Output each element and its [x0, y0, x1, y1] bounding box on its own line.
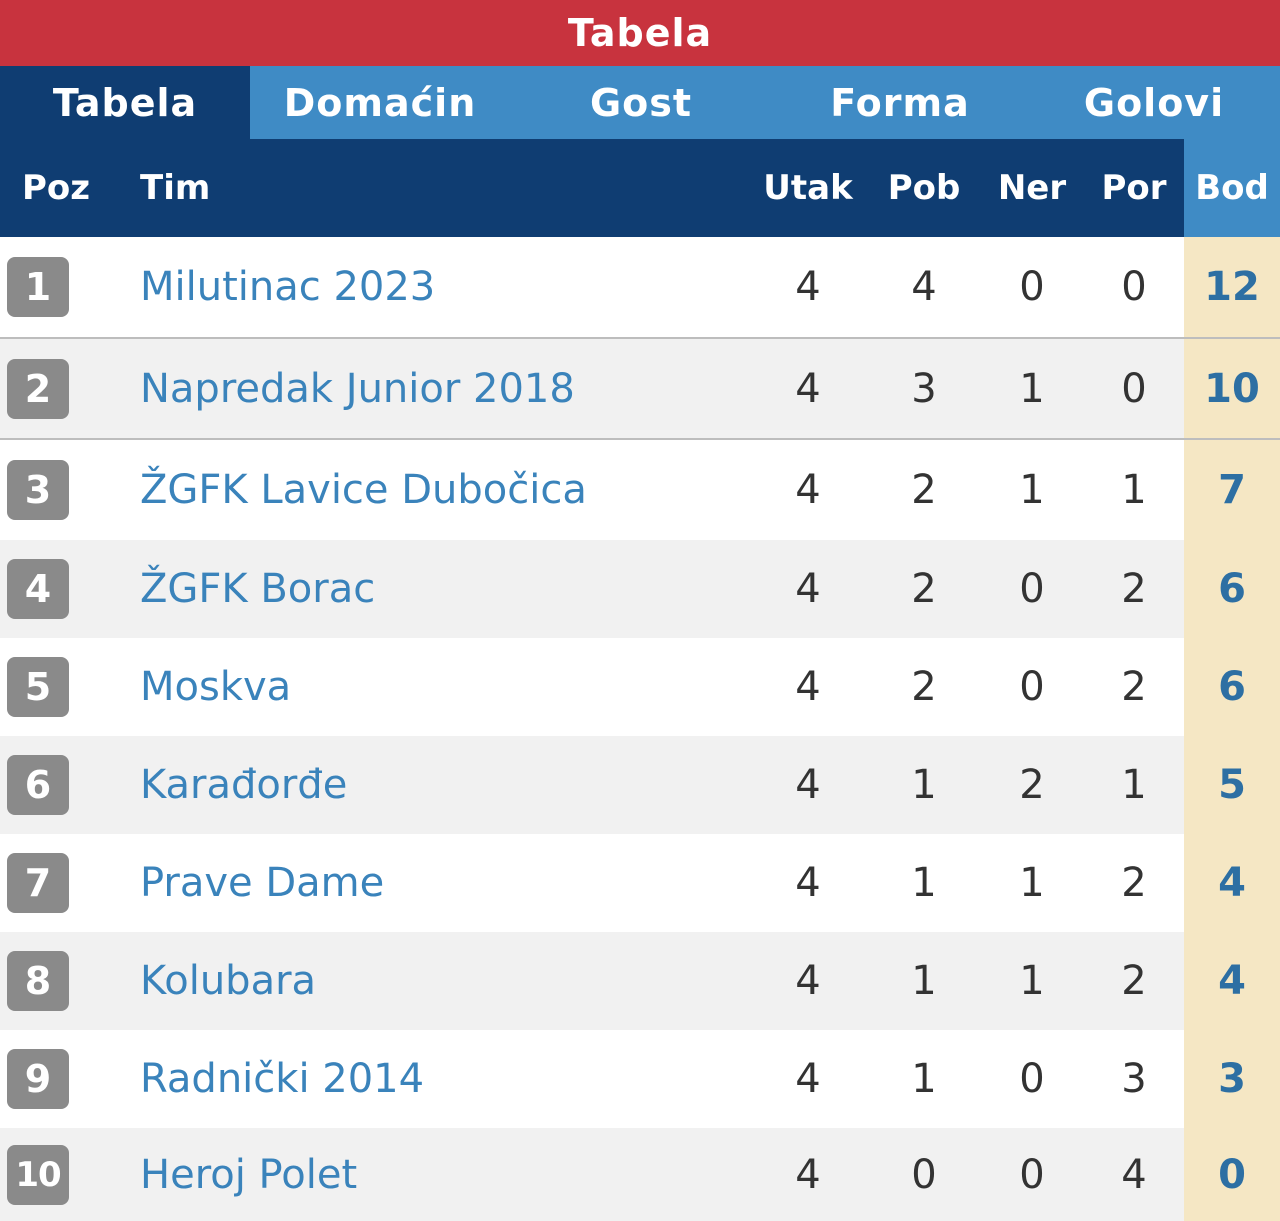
position-badge: 9: [7, 1049, 69, 1109]
losses-value: 2: [1121, 566, 1147, 612]
wins-value: 2: [911, 467, 937, 513]
wins-value: 4: [911, 264, 937, 310]
draws-value: 2: [1019, 762, 1045, 808]
team-link[interactable]: Napredak Junior 2018: [140, 365, 575, 412]
wins-value: 1: [911, 958, 937, 1004]
table-row: 6 Karađorđe 4 1 2 1 5: [0, 736, 1280, 834]
team-link[interactable]: Milutinac 2023: [140, 264, 436, 310]
wins-value: 3: [911, 365, 937, 412]
draws-value: 0: [1019, 1056, 1045, 1102]
points-value: 6: [1184, 540, 1280, 638]
played-value: 4: [795, 958, 821, 1004]
losses-value: 1: [1121, 762, 1147, 808]
column-header-bod: Bod: [1184, 139, 1280, 237]
team-link[interactable]: ŽGFK Lavice Dubočica: [140, 467, 587, 513]
table-header: Poz Tim Utak Pob Ner Por Bod: [0, 139, 1280, 237]
table-row: 7 Prave Dame 4 1 1 2 4: [0, 834, 1280, 932]
position-badge: 2: [7, 358, 69, 419]
tab-gost[interactable]: Gost: [589, 80, 693, 125]
table-row: 8 Kolubara 4 1 1 2 4: [0, 932, 1280, 1030]
tab-domacin[interactable]: Domaćin: [283, 80, 477, 125]
position-badge: 1: [7, 257, 69, 317]
column-header-utak: Utak: [763, 168, 853, 208]
team-link[interactable]: Kolubara: [140, 958, 317, 1004]
position-badge: 7: [7, 853, 69, 913]
losses-value: 0: [1121, 365, 1147, 412]
draws-value: 0: [1019, 264, 1045, 310]
table-row: 5 Moskva 4 2 0 2 6: [0, 638, 1280, 736]
team-link[interactable]: Moskva: [140, 664, 292, 710]
position-badge: 10: [7, 1144, 69, 1205]
column-header-ner: Ner: [997, 168, 1067, 208]
position-badge: 5: [7, 657, 69, 717]
played-value: 4: [795, 1151, 821, 1198]
position-badge: 8: [7, 951, 69, 1011]
played-value: 4: [795, 860, 821, 906]
column-header-pob: Pob: [887, 168, 961, 208]
wins-value: 2: [911, 664, 937, 710]
table-row: 10 Heroj Polet 4 0 0 4 0: [0, 1128, 1280, 1221]
table-row: 2 Napredak Junior 2018 4 3 1 0 10: [0, 339, 1280, 440]
played-value: 4: [795, 1056, 821, 1102]
team-link[interactable]: ŽGFK Borac: [140, 566, 376, 612]
draws-value: 1: [1019, 860, 1045, 906]
losses-value: 2: [1121, 664, 1147, 710]
draws-value: 1: [1019, 958, 1045, 1004]
column-header-tim: Tim: [140, 168, 211, 208]
team-link[interactable]: Karađorđe: [140, 762, 348, 808]
position-badge: 4: [7, 559, 69, 619]
column-header-por: Por: [1101, 168, 1167, 208]
played-value: 4: [795, 566, 821, 612]
points-value: 10: [1184, 339, 1280, 438]
team-link[interactable]: Prave Dame: [140, 860, 385, 906]
table-row: 1 Milutinac 2023 4 4 0 0 12: [0, 237, 1280, 339]
points-value: 6: [1184, 638, 1280, 736]
tab-golovi[interactable]: Golovi: [1083, 80, 1225, 125]
points-value: 3: [1184, 1030, 1280, 1128]
losses-value: 3: [1121, 1056, 1147, 1102]
played-value: 4: [795, 264, 821, 310]
position-badge: 6: [7, 755, 69, 815]
draws-value: 0: [1019, 1151, 1045, 1198]
column-header-poz: Poz: [21, 168, 91, 208]
draws-value: 0: [1019, 664, 1045, 710]
page-title: Tabela: [0, 0, 1280, 66]
wins-value: 2: [911, 566, 937, 612]
table-row: 3 ŽGFK Lavice Dubočica 4 2 1 1 7: [0, 440, 1280, 540]
losses-value: 0: [1121, 264, 1147, 310]
draws-value: 1: [1019, 467, 1045, 513]
points-value: 0: [1184, 1128, 1280, 1221]
team-link[interactable]: Radnički 2014: [140, 1056, 425, 1102]
wins-value: 0: [911, 1151, 937, 1198]
position-badge: 3: [7, 460, 69, 520]
points-value: 12: [1184, 237, 1280, 337]
points-value: 5: [1184, 736, 1280, 834]
standings-table: 1 Milutinac 2023 4 4 0 0 12 2 Napredak J…: [0, 237, 1280, 1221]
losses-value: 2: [1121, 958, 1147, 1004]
draws-value: 0: [1019, 566, 1045, 612]
losses-value: 4: [1121, 1151, 1147, 1198]
played-value: 4: [795, 664, 821, 710]
team-link[interactable]: Heroj Polet: [140, 1151, 358, 1198]
points-value: 4: [1184, 834, 1280, 932]
wins-value: 1: [911, 762, 937, 808]
played-value: 4: [795, 365, 821, 412]
table-row: 4 ŽGFK Borac 4 2 0 2 6: [0, 540, 1280, 638]
points-value: 7: [1184, 440, 1280, 540]
played-value: 4: [795, 762, 821, 808]
played-value: 4: [795, 467, 821, 513]
wins-value: 1: [911, 860, 937, 906]
wins-value: 1: [911, 1056, 937, 1102]
draws-value: 1: [1019, 365, 1045, 412]
tab-bar: Tabela Domaćin Gost Forma Golovi: [0, 66, 1280, 139]
losses-value: 1: [1121, 467, 1147, 513]
points-value: 4: [1184, 932, 1280, 1030]
tab-forma[interactable]: Forma: [830, 80, 970, 125]
losses-value: 2: [1121, 860, 1147, 906]
tab-tabela[interactable]: Tabela: [0, 66, 250, 139]
table-row: 9 Radnički 2014 4 1 0 3 3: [0, 1030, 1280, 1128]
